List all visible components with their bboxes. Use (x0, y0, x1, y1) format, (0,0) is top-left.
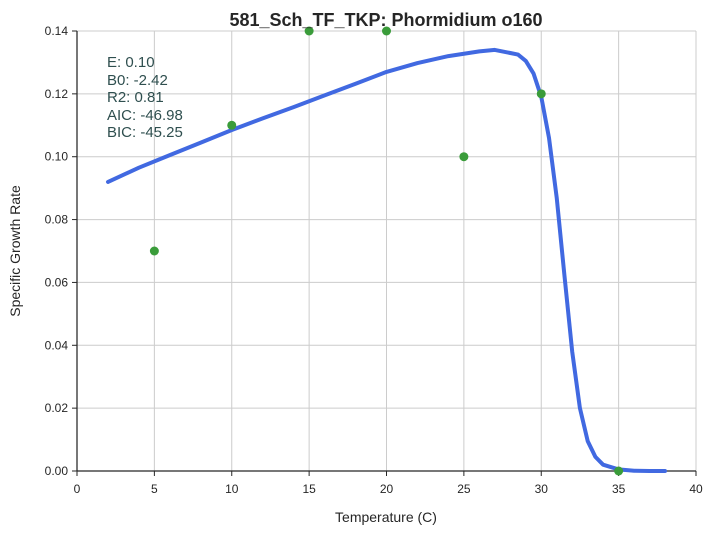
fit-curve-layer (106, 47, 667, 473)
y-tick-label: 0.02 (45, 401, 69, 415)
x-tick-label: 15 (302, 482, 316, 496)
x-axis-label: Temperature (C) (335, 509, 437, 525)
data-point (149, 246, 159, 256)
annotation-bic: BIC: -45.25 (107, 124, 183, 141)
data-point (459, 152, 469, 162)
y-tick-label: 0.04 (45, 338, 69, 352)
x-tick-label: 20 (380, 482, 394, 496)
x-ticks: 0 5 10 15 20 25 30 35 40 (74, 471, 703, 496)
data-point (304, 26, 314, 36)
x-tick-label: 0 (74, 482, 81, 496)
fit-stats: E: 0.10 B0: -2.42 R2: 0.81 AIC: -46.98 B… (107, 54, 183, 141)
y-tick-label: 0.10 (45, 150, 69, 164)
annotation-e: E: 0.10 (107, 54, 155, 71)
data-point (614, 466, 624, 476)
y-axis-label: Specific Growth Rate (7, 185, 23, 317)
data-points-layer (149, 26, 624, 476)
y-tick-label: 0.08 (45, 213, 69, 227)
x-tick-label: 10 (225, 482, 239, 496)
annotation-aic: AIC: -46.98 (107, 107, 183, 124)
y-tick-label: 0.14 (45, 24, 69, 38)
data-point (382, 26, 391, 36)
x-tick-label: 40 (689, 482, 703, 496)
y-tick-label: 0.12 (45, 87, 69, 101)
x-tick-label: 5 (151, 482, 158, 496)
data-point (227, 120, 237, 130)
y-ticks: 0.00 0.02 0.04 0.06 0.08 0.10 0.12 0.14 (45, 24, 77, 478)
x-tick-label: 30 (535, 482, 549, 496)
data-point (536, 89, 546, 99)
x-tick-label: 35 (612, 482, 626, 496)
y-tick-label: 0.00 (45, 464, 69, 478)
annotation-r2: R2: 0.81 (107, 89, 164, 106)
fit-curve (106, 47, 667, 473)
x-tick-label: 25 (457, 482, 471, 496)
chart-title: 581_Sch_TF_TKP: Phormidium o160 (229, 10, 542, 30)
y-tick-label: 0.06 (45, 275, 69, 289)
annotation-b0: B0: -2.42 (107, 72, 168, 89)
